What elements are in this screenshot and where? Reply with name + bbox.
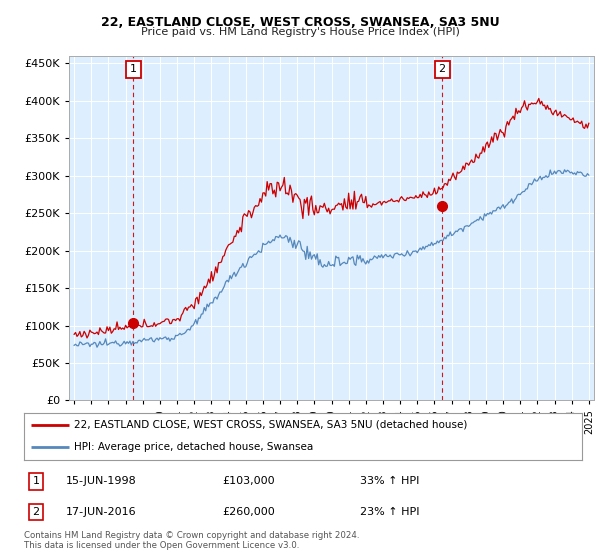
Text: Price paid vs. HM Land Registry's House Price Index (HPI): Price paid vs. HM Land Registry's House …: [140, 27, 460, 37]
Text: 23% ↑ HPI: 23% ↑ HPI: [360, 507, 419, 517]
Text: £260,000: £260,000: [222, 507, 275, 517]
Text: 22, EASTLAND CLOSE, WEST CROSS, SWANSEA, SA3 5NU: 22, EASTLAND CLOSE, WEST CROSS, SWANSEA,…: [101, 16, 499, 29]
Text: HPI: Average price, detached house, Swansea: HPI: Average price, detached house, Swan…: [74, 442, 313, 452]
Text: Contains HM Land Registry data © Crown copyright and database right 2024.
This d: Contains HM Land Registry data © Crown c…: [24, 530, 359, 550]
Text: 15-JUN-1998: 15-JUN-1998: [66, 477, 137, 486]
Text: 1: 1: [32, 477, 40, 486]
Text: 2: 2: [439, 64, 446, 74]
Text: 17-JUN-2016: 17-JUN-2016: [66, 507, 137, 517]
Text: 33% ↑ HPI: 33% ↑ HPI: [360, 477, 419, 486]
Text: 2: 2: [32, 507, 40, 517]
Text: 22, EASTLAND CLOSE, WEST CROSS, SWANSEA, SA3 5NU (detached house): 22, EASTLAND CLOSE, WEST CROSS, SWANSEA,…: [74, 419, 467, 430]
Text: 1: 1: [130, 64, 137, 74]
Text: £103,000: £103,000: [222, 477, 275, 486]
